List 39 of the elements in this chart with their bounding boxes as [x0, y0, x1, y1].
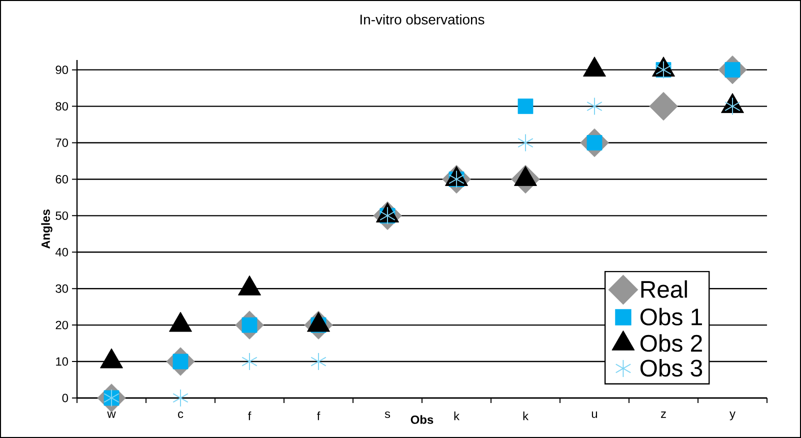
x-tick-label: w: [107, 412, 116, 418]
point: [518, 134, 534, 152]
legend-label: Real: [641, 280, 687, 298]
legend-label: Obs 1: [640, 308, 702, 326]
x-tick-label: z: [661, 412, 666, 418]
y-tick-label: 70: [56, 138, 68, 147]
point: [172, 354, 188, 370]
y-tick-label: 0: [62, 394, 68, 402]
legend-label: Obs 2: [640, 334, 702, 352]
point: [242, 352, 258, 371]
y-tick-label: 30: [56, 284, 68, 293]
y-tick-label: 40: [55, 248, 68, 256]
point: [310, 352, 326, 371]
x-tick-label: s: [384, 412, 390, 418]
y-axis-title: Angles: [41, 210, 52, 249]
point: [242, 317, 258, 333]
x-tick-label: f: [317, 412, 320, 420]
point: [586, 135, 602, 150]
y-tick-label: 10: [56, 357, 68, 366]
point: [518, 98, 534, 114]
y-tick-label: 50: [56, 211, 68, 220]
point: [724, 97, 740, 116]
x-tick-label: k: [523, 412, 529, 420]
point: [649, 92, 678, 121]
y-tick-label: 20: [56, 320, 68, 330]
point: [586, 97, 602, 116]
point: [172, 388, 188, 407]
point: [724, 62, 740, 78]
y-tick-label: 60: [56, 174, 68, 184]
y-tick-label: 90: [56, 66, 68, 74]
x-tick-label: c: [178, 412, 184, 418]
x-axis-title: Obs: [410, 415, 434, 424]
y-tick-label: 80: [56, 102, 68, 111]
x-tick-label: f: [248, 412, 252, 420]
chart-title: In-vitro observations: [360, 14, 484, 24]
x-tick-label: y: [730, 412, 736, 420]
legend-label: Obs 3: [640, 359, 702, 377]
x-tick-label: k: [454, 412, 460, 420]
x-tick-label: u: [592, 412, 598, 418]
